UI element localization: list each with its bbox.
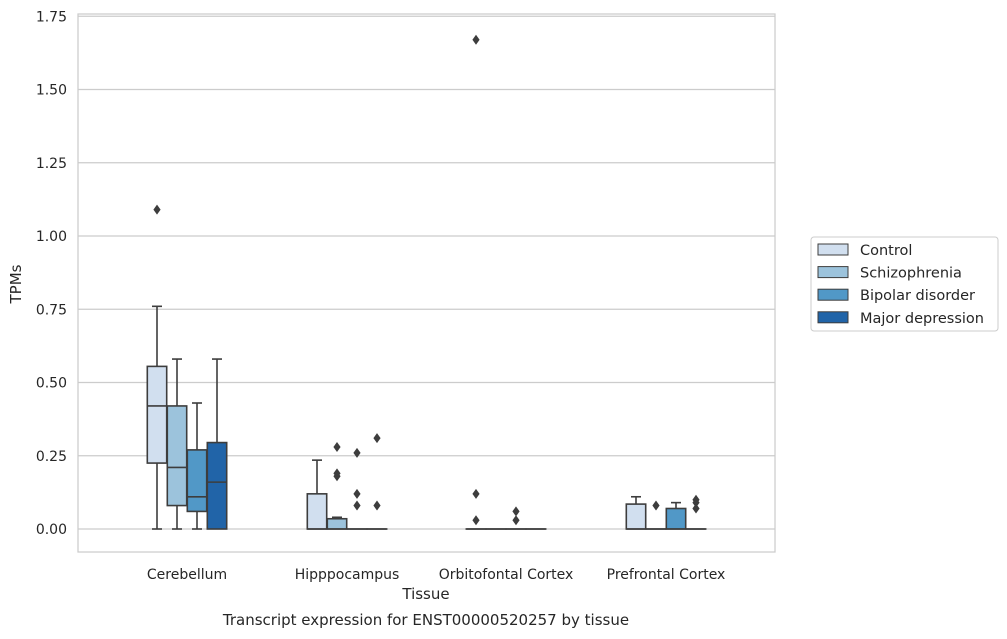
outlier-point [333,441,341,452]
box-hipppocampus-major-depression [366,433,388,530]
box-cerebellum-bipolar-disorder [186,402,208,530]
x-tick-label: Prefrontal Cortex [607,567,726,583]
outlier-point [512,515,520,526]
box-orbitofontal-cortex-control [465,34,487,530]
y-axis-ticks: 0.00 0.25 0.50 0.75 1.00 1.25 1.50 1.75 [36,9,67,538]
y-axis-label: TPMs [7,264,25,304]
box-cerebellum-schizophrenia [166,358,188,530]
legend-label: Bipolar disorder [860,288,975,304]
y-tick-label: 1.00 [36,229,67,245]
x-tick-label: Orbitofontal Cortex [439,567,574,583]
legend-swatch [817,311,849,324]
legend-swatch [817,243,849,256]
box-prefrontal-cortex-major-depression [685,494,707,530]
legend: Control Schizophrenia Bipolar disorder Majo… [810,236,999,332]
box-body [166,405,188,507]
y-tick-label: 0.25 [36,449,67,465]
box-hipppocampus-schizophrenia [326,441,348,530]
outlier-point [153,204,161,215]
y-tick-label: 1.75 [36,9,67,25]
box-hipppocampus-bipolar-disorder [346,447,368,530]
legend-label: Major depression [860,311,984,327]
chart-caption: Transcript expression for ENST0000052025… [222,611,629,629]
x-axis-label: Tissue [401,585,449,603]
box-hipppocampus-control [306,459,328,530]
x-axis-ticks: Cerebellum Hipppocampus Orbitofontal Corte… [147,567,725,583]
box-orbitofontal-cortex-bipolar-disorder [505,506,527,530]
outlier-point [512,506,520,517]
box-prefrontal-cortex-control [625,495,647,530]
legend-swatch [817,288,849,301]
outlier-point [353,488,361,499]
y-tick-label: 1.25 [36,156,67,172]
outlier-point [373,500,381,511]
box-body [326,517,348,530]
box-prefrontal-cortex-bipolar-disorder [665,501,687,530]
outlier-point [353,500,361,511]
outlier-point [692,503,700,514]
box-body [306,493,328,530]
box-cerebellum-control [146,204,168,530]
outlier-point [692,497,700,508]
outlier-point [472,34,480,45]
y-tick-label: 1.50 [36,83,67,99]
y-tick-label: 0.00 [36,522,67,538]
outlier-point [472,515,480,526]
plot-frame [77,13,776,553]
legend-swatch [817,266,849,279]
box-body [625,503,647,530]
legend-frame [810,236,999,332]
y-tick-label: 0.75 [36,302,67,318]
y-tick-label: 0.50 [36,376,67,392]
box-body [186,449,208,513]
outlier-point [373,433,381,444]
box-body [146,365,168,464]
box-cerebellum-major-depression [206,358,228,530]
box-prefrontal-cortex-schizophrenia [645,500,667,530]
box-body [665,507,687,530]
x-tick-label: Hipppocampus [295,567,400,583]
outlier-point [353,447,361,458]
outlier-point [472,488,480,499]
box-body [206,441,228,530]
outlier-point [652,500,660,511]
outlier-point [333,471,341,482]
legend-label: Control [860,243,912,259]
x-tick-label: Cerebellum [147,567,227,583]
boxes-layer [146,34,707,530]
legend-label: Schizophrenia [860,266,962,282]
